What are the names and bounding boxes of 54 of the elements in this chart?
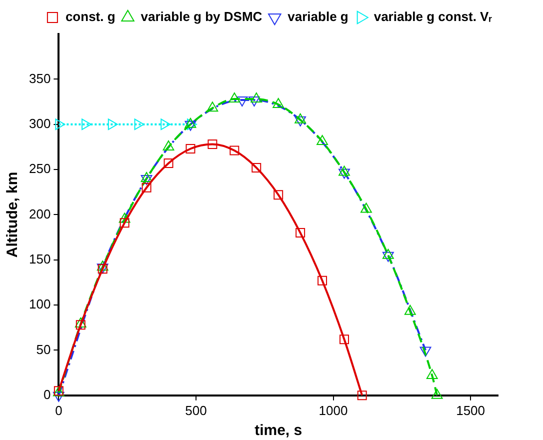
legend-label: variable g	[288, 9, 348, 24]
point	[108, 118, 118, 130]
point	[274, 190, 284, 200]
point	[55, 118, 66, 130]
point	[294, 113, 306, 124]
point	[360, 202, 372, 213]
legend-label: const. g	[65, 9, 116, 24]
x-tick-label: 1000	[318, 402, 348, 418]
y-tick-label: 50	[36, 342, 51, 357]
point	[140, 172, 152, 182]
point	[164, 158, 174, 168]
point	[74, 318, 86, 328]
point	[184, 118, 196, 128]
point	[208, 139, 218, 149]
point	[76, 320, 86, 330]
point	[120, 218, 130, 228]
point	[340, 334, 349, 344]
point	[296, 228, 306, 238]
point	[250, 92, 262, 103]
point	[82, 118, 92, 130]
x-tick-label: 500	[185, 402, 207, 418]
point	[316, 135, 328, 146]
point	[252, 162, 262, 172]
x-tick-label: 0	[55, 402, 62, 418]
y-axis-title: Altitude, km	[4, 172, 22, 258]
point	[426, 369, 438, 380]
point	[272, 98, 284, 108]
legend-label: variable g const. Vᵣ	[374, 9, 493, 24]
point	[142, 182, 152, 192]
point	[357, 390, 367, 400]
point	[134, 118, 144, 130]
y-tick-label: 250	[28, 161, 51, 176]
point	[186, 144, 196, 154]
point	[318, 276, 328, 286]
point	[382, 248, 394, 259]
x-axis-title: time, s	[254, 422, 302, 440]
y-tick-label: 350	[28, 70, 51, 86]
point	[230, 146, 240, 156]
y-tick-label: 0	[43, 386, 51, 402]
y-tick-label: 100	[28, 296, 51, 312]
point	[160, 118, 171, 130]
y-tick-label: 200	[28, 206, 51, 222]
point	[404, 304, 416, 315]
legend-label: variable g by DSMC	[140, 9, 263, 24]
point	[162, 140, 174, 150]
point	[431, 388, 443, 399]
point	[206, 102, 218, 112]
point	[96, 260, 108, 271]
point	[118, 212, 130, 223]
point	[228, 92, 240, 103]
y-tick-label: 300	[28, 116, 51, 131]
y-tick-label: 150	[28, 251, 51, 266]
x-tick-label: 1500	[456, 402, 486, 418]
point	[338, 166, 350, 176]
